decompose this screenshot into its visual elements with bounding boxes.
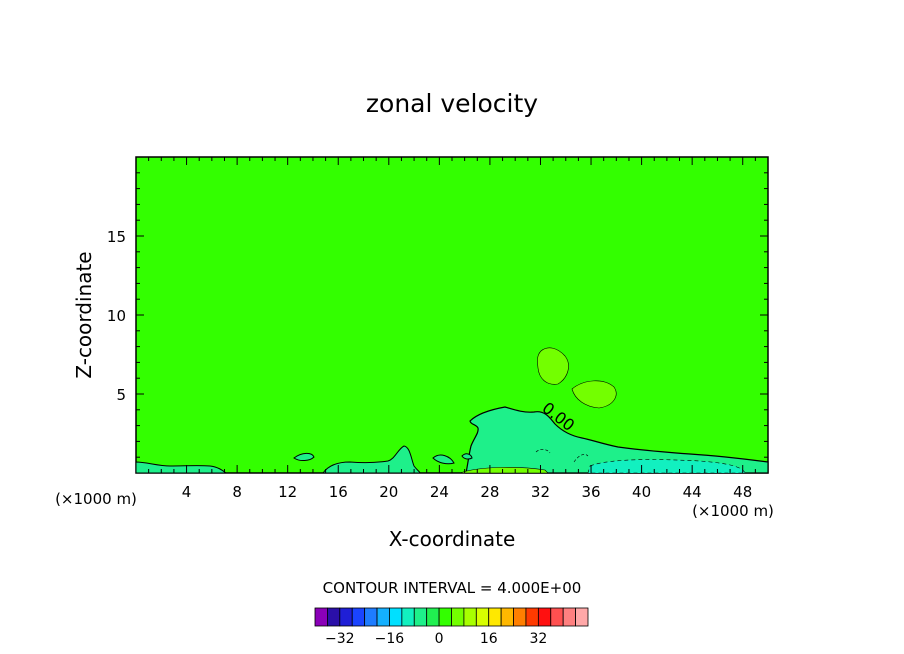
- contour-region-small-2: [432, 454, 455, 465]
- colorbar-tick-label: 0: [435, 631, 444, 647]
- colorbar-swatch: [426, 607, 440, 627]
- contour-interval-text: CONTOUR INTERVAL = 4.000E+00: [323, 579, 582, 597]
- x-tick-label: 48: [733, 483, 752, 501]
- colorbar-swatch: [314, 607, 328, 627]
- contour-region-surface-mid: [322, 445, 421, 474]
- colorbar-swatch: [488, 607, 502, 627]
- x-tick-label: 12: [278, 483, 297, 501]
- chart-title: zonal velocity: [366, 89, 538, 118]
- colorbar-swatch: [550, 607, 564, 627]
- colorbar-swatch: [525, 607, 539, 627]
- colorbar-tick-label: −32: [325, 631, 355, 647]
- y-axis-label: Z-coordinate: [72, 251, 96, 378]
- contour-region-positive-low: [459, 467, 549, 474]
- colorbar-tick-label: −16: [375, 631, 405, 647]
- x-axis-label: X-coordinate: [389, 527, 516, 551]
- colorbar-swatch: [389, 607, 403, 627]
- x-tick-label: 36: [581, 483, 600, 501]
- x-tick-label: 32: [531, 483, 550, 501]
- x-tick-label: 16: [329, 483, 348, 501]
- contour-region-small-1: [293, 452, 315, 461]
- plot-area: [135, 156, 769, 474]
- colorbar-swatch: [451, 607, 465, 627]
- y-tick-label: 5: [116, 386, 126, 404]
- colorbar-swatch: [513, 607, 527, 627]
- colorbar-swatch: [351, 607, 366, 627]
- colorbar-swatch: [463, 607, 477, 627]
- colorbar-swatch: [401, 607, 415, 627]
- colorbar-swatch: [339, 607, 353, 627]
- colorbar-tick-label: 32: [529, 631, 547, 647]
- contour-fills: [135, 347, 769, 474]
- contour-region-small-3: [461, 453, 473, 460]
- x-tick-label: 8: [232, 483, 242, 501]
- x-tick-label: 4: [182, 483, 192, 501]
- contour-line-dashed-1: [535, 449, 551, 454]
- colorbar-swatch: [562, 607, 576, 627]
- colorbar-swatch: [376, 607, 390, 627]
- y-tick-label: 10: [107, 307, 126, 325]
- colorbar-swatch: [575, 607, 589, 627]
- colorbar-swatch: [500, 607, 514, 627]
- colorbar-tick-label: 16: [480, 631, 498, 647]
- x-axis-ticks: 4 8 12 16 20 24 28 32 36 40 44 48: [148, 157, 756, 501]
- contour-region-negative-plume: [465, 406, 769, 474]
- contour-line-dashed-2: [573, 454, 589, 463]
- contour-region-surface-left: [135, 461, 228, 474]
- colorbar-swatch: [413, 607, 428, 627]
- x-tick-label: 44: [683, 483, 702, 501]
- x-tick-label: 28: [480, 483, 499, 501]
- y-axis-ticks: 5 10 15: [107, 172, 768, 458]
- colorbar-swatch: [475, 607, 490, 627]
- x-unit-left: (×1000 m): [55, 490, 137, 508]
- colorbar-swatch: [438, 607, 452, 627]
- colorbar-swatch: [364, 607, 378, 627]
- x-tick-label: 24: [430, 483, 449, 501]
- x-unit-right: (×1000 m): [692, 502, 774, 520]
- colorbar-swatch: [537, 607, 552, 627]
- colorbar: −32 −16 0 16 32: [314, 607, 589, 647]
- x-tick-label: 20: [379, 483, 398, 501]
- contour-region-positive-upper: [537, 347, 569, 385]
- colorbar-swatch: [327, 607, 341, 627]
- contour-region-positive-right: [571, 380, 617, 409]
- y-tick-label: 15: [107, 228, 126, 246]
- x-tick-label: 40: [632, 483, 651, 501]
